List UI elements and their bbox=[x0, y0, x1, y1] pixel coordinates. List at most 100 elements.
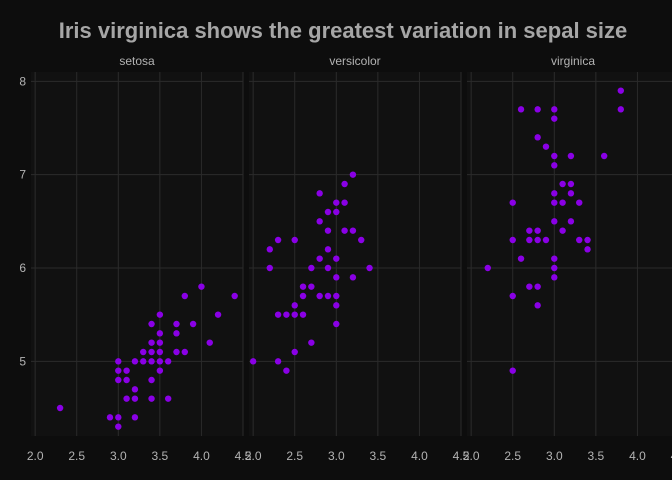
panel-background bbox=[467, 72, 672, 436]
data-point bbox=[181, 348, 189, 356]
panel-background bbox=[31, 72, 243, 436]
data-point bbox=[551, 264, 558, 272]
data-point bbox=[534, 227, 541, 234]
data-point bbox=[567, 218, 575, 225]
x-tick-label: 2.5 bbox=[504, 449, 521, 463]
data-point bbox=[231, 292, 238, 300]
data-point bbox=[291, 311, 298, 318]
data-point bbox=[274, 311, 282, 318]
data-point bbox=[349, 171, 357, 178]
data-point bbox=[341, 180, 348, 188]
data-point bbox=[559, 199, 566, 206]
x-tick-label: 4.5 bbox=[235, 449, 252, 463]
data-point bbox=[274, 236, 282, 244]
x-tick-label: 4.0 bbox=[193, 449, 210, 463]
data-point bbox=[600, 152, 608, 160]
facet-panel-setosa: setosa bbox=[31, 54, 244, 436]
data-point bbox=[526, 236, 533, 244]
data-point bbox=[567, 180, 575, 188]
data-point bbox=[551, 255, 558, 262]
data-point bbox=[148, 348, 155, 356]
data-point bbox=[148, 376, 155, 384]
data-point bbox=[308, 264, 315, 272]
data-point bbox=[148, 320, 155, 328]
data-point bbox=[266, 264, 273, 272]
data-point bbox=[299, 283, 307, 290]
data-point bbox=[349, 227, 357, 234]
data-point bbox=[333, 255, 340, 262]
data-point bbox=[517, 255, 525, 262]
data-point bbox=[123, 367, 130, 374]
data-point bbox=[173, 348, 180, 356]
data-point bbox=[576, 199, 583, 206]
facet-strip-label: setosa bbox=[119, 54, 155, 68]
data-point bbox=[266, 246, 273, 253]
data-point bbox=[551, 152, 558, 160]
data-point bbox=[534, 134, 541, 141]
data-point bbox=[324, 227, 332, 234]
data-point bbox=[173, 330, 180, 337]
data-point bbox=[542, 143, 550, 150]
x-tick-label: 3.0 bbox=[328, 449, 345, 463]
data-point bbox=[148, 358, 155, 365]
data-point bbox=[324, 208, 332, 216]
data-point bbox=[131, 414, 139, 421]
data-point bbox=[123, 376, 130, 384]
data-point bbox=[206, 339, 213, 346]
data-point bbox=[484, 264, 491, 272]
data-point bbox=[534, 106, 541, 113]
data-point bbox=[156, 358, 164, 365]
data-point bbox=[366, 264, 373, 272]
data-point bbox=[115, 423, 122, 430]
data-point bbox=[115, 367, 122, 374]
data-point bbox=[333, 208, 340, 216]
data-point bbox=[283, 367, 290, 374]
x-tick-label: 3.0 bbox=[546, 449, 563, 463]
data-point bbox=[584, 246, 591, 253]
data-point bbox=[156, 339, 164, 346]
data-point bbox=[123, 395, 130, 402]
data-point bbox=[584, 236, 591, 244]
data-point bbox=[551, 199, 558, 206]
data-point bbox=[316, 255, 323, 262]
x-tick-label: 3.5 bbox=[152, 449, 169, 463]
data-point bbox=[509, 292, 516, 300]
data-point bbox=[291, 236, 298, 244]
x-tick-label: 3.0 bbox=[110, 449, 127, 463]
facet-panel-versicolor: versicolor bbox=[249, 54, 462, 436]
facet-strip-label: virginica bbox=[551, 54, 595, 68]
data-point bbox=[551, 218, 558, 225]
data-point bbox=[198, 283, 205, 290]
data-point bbox=[551, 106, 558, 113]
y-tick-label: 6 bbox=[19, 261, 26, 275]
data-point bbox=[333, 199, 340, 206]
data-point bbox=[534, 283, 541, 290]
data-point bbox=[156, 330, 164, 337]
data-point bbox=[140, 358, 147, 365]
data-point bbox=[324, 264, 332, 272]
data-point bbox=[164, 358, 172, 365]
data-point bbox=[509, 367, 516, 374]
data-point bbox=[349, 274, 357, 281]
data-point bbox=[358, 236, 365, 244]
chart-title: Iris virginica shows the greatest variat… bbox=[59, 18, 628, 43]
x-tick-label: 2.0 bbox=[27, 449, 44, 463]
data-point bbox=[534, 302, 541, 309]
x-tick-label: 3.5 bbox=[588, 449, 605, 463]
data-point bbox=[115, 376, 122, 384]
data-point bbox=[559, 180, 566, 188]
data-point bbox=[299, 292, 307, 300]
data-point bbox=[333, 302, 340, 309]
data-point bbox=[534, 236, 541, 244]
x-tick-label: 3.5 bbox=[370, 449, 387, 463]
data-point bbox=[308, 283, 315, 290]
data-point bbox=[324, 246, 332, 253]
data-point bbox=[249, 358, 257, 365]
y-tick-label: 5 bbox=[19, 354, 26, 368]
data-point bbox=[131, 386, 139, 393]
data-point bbox=[617, 87, 625, 94]
data-point bbox=[559, 227, 566, 234]
data-point bbox=[181, 292, 189, 300]
data-point bbox=[274, 358, 282, 365]
data-point bbox=[509, 236, 516, 244]
